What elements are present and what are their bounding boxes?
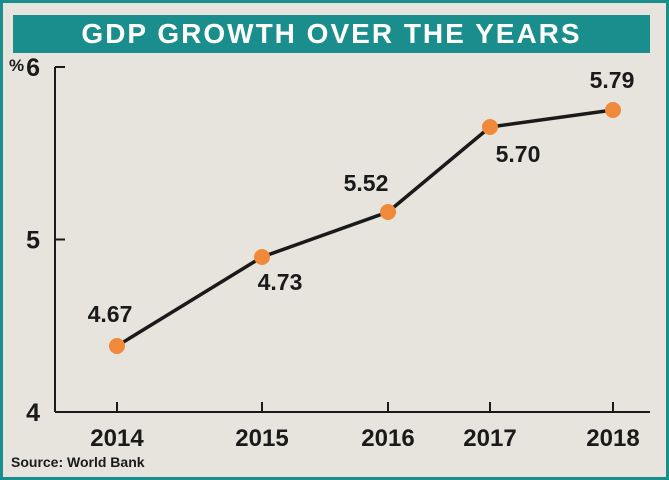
y-tick-label: 6	[26, 54, 40, 82]
data-point	[482, 119, 498, 135]
data-point	[254, 249, 270, 265]
y-unit-label: %	[9, 56, 24, 75]
data-point	[109, 338, 125, 354]
data-label: 5.52	[344, 170, 389, 196]
source-note: Source: World Bank	[11, 454, 145, 470]
data-label: 5.70	[496, 141, 541, 167]
data-point	[380, 204, 396, 220]
data-label: 4.67	[88, 301, 133, 327]
title-bar: GDP GROWTH OVER THE YEARS	[13, 15, 650, 53]
data-point	[605, 102, 621, 118]
chart-title: GDP GROWTH OVER THE YEARS	[81, 18, 582, 49]
x-tick-label: 2015	[235, 425, 288, 452]
x-tick-label: 2017	[463, 425, 516, 452]
y-tick-label: 5	[26, 227, 40, 255]
data-label: 4.73	[258, 269, 303, 295]
x-tick-label: 2014	[90, 425, 144, 452]
y-tick-label: 4	[26, 399, 40, 427]
data-label: 5.79	[590, 67, 635, 93]
x-tick-label: 2016	[361, 425, 414, 452]
x-tick-label: 2018	[586, 425, 639, 452]
